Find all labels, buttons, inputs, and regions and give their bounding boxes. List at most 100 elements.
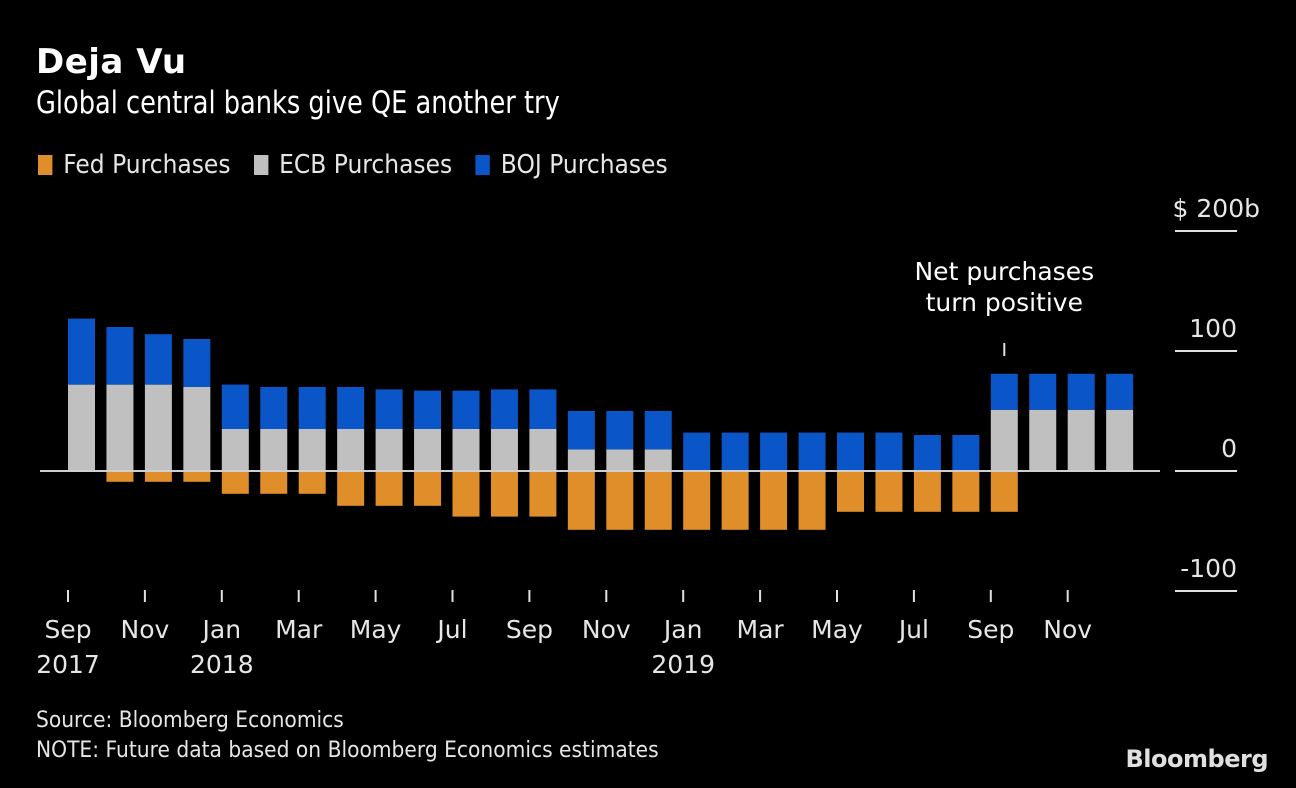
bar-boj xyxy=(337,387,365,429)
bar-boj xyxy=(221,384,249,429)
bar-ecb xyxy=(221,429,249,471)
bar-fed xyxy=(529,471,557,517)
x-tick-label: Jul xyxy=(897,615,929,644)
bar-ecb xyxy=(1106,409,1134,471)
x-tick-label: Nov xyxy=(1043,615,1092,644)
legend-swatch-ecb xyxy=(253,155,269,175)
bar-fed xyxy=(837,471,864,512)
bar-boj xyxy=(1067,373,1095,410)
bar-ecb xyxy=(644,449,672,471)
bar-fed xyxy=(337,471,365,506)
x-tick-label: Mar xyxy=(737,615,785,644)
legend-swatch-boj xyxy=(475,155,490,175)
x-tick-label: May xyxy=(811,615,863,644)
bar-boj xyxy=(1029,373,1057,410)
bar-ecb xyxy=(606,449,634,471)
bar-fed xyxy=(721,471,749,530)
bar-boj xyxy=(1106,373,1134,410)
legend-item-boj: BOJ Purchases xyxy=(475,150,668,180)
bloomberg-logo: Bloomberg xyxy=(1125,745,1269,773)
x-year-label: 2018 xyxy=(190,650,254,679)
bar-boj xyxy=(529,389,557,429)
x-tick-label: Jan xyxy=(662,615,703,644)
x-tick-label: Nov xyxy=(121,615,170,644)
x-tick-label: Sep xyxy=(44,615,91,644)
bar-ecb xyxy=(298,429,326,471)
bar-fed xyxy=(760,471,788,530)
bar-ecb xyxy=(375,429,403,471)
bar-ecb xyxy=(260,429,288,471)
x-tick-label: May xyxy=(350,615,402,644)
bar-boj xyxy=(375,389,403,429)
bar-boj xyxy=(798,432,826,471)
bar-boj xyxy=(760,432,788,471)
bar-ecb xyxy=(990,409,1018,471)
legend-label-boj: BOJ Purchases xyxy=(500,150,668,180)
legend-label-ecb: ECB Purchases xyxy=(279,150,453,180)
chart-subtitle: Global central banks give QE another try xyxy=(36,85,560,121)
bar-boj xyxy=(952,435,980,471)
bar-fed xyxy=(644,471,672,530)
bar-ecb xyxy=(68,384,95,471)
bar-fed xyxy=(683,471,711,530)
bar-boj xyxy=(68,318,95,385)
bar-ecb xyxy=(144,384,172,471)
annotation-text: Net purchases xyxy=(914,257,1094,286)
bar-boj xyxy=(414,390,442,429)
bar-boj xyxy=(183,339,211,387)
bar-fed xyxy=(798,471,826,530)
bar-boj xyxy=(490,389,518,429)
footer: Source: Bloomberg Economics NOTE: Future… xyxy=(36,706,659,766)
bar-boj xyxy=(875,432,903,471)
bar-boj xyxy=(913,435,941,471)
legend-item-fed: Fed Purchases xyxy=(38,150,231,180)
note-text: NOTE: Future data based on Bloomberg Eco… xyxy=(36,738,659,763)
bar-boj xyxy=(683,432,711,471)
y-tick-label: $ 200b xyxy=(1173,194,1260,223)
bar-fed xyxy=(375,471,403,506)
bar-ecb xyxy=(337,429,365,471)
x-tick-label: Sep xyxy=(967,615,1014,644)
x-tick-label: Mar xyxy=(275,615,323,644)
legend-swatch-fed xyxy=(38,155,53,175)
bar-fed xyxy=(490,471,518,517)
bar-fed xyxy=(183,471,211,482)
bar-fed xyxy=(952,471,980,512)
bar-ecb xyxy=(1029,409,1057,471)
bar-boj xyxy=(298,387,326,429)
bar-fed xyxy=(298,471,326,494)
bar-boj xyxy=(644,411,672,450)
y-tick-label: -100 xyxy=(1180,554,1237,583)
bar-ecb xyxy=(452,429,480,471)
x-tick-label: Sep xyxy=(506,615,553,644)
bar-boj xyxy=(144,334,172,385)
bar-boj xyxy=(106,327,134,385)
bar-fed xyxy=(606,471,634,530)
chart-title: Deja Vu xyxy=(36,42,187,82)
bar-fed xyxy=(452,471,480,517)
bar-fed xyxy=(875,471,903,512)
bar-boj xyxy=(606,411,634,450)
bar-ecb xyxy=(183,387,211,471)
bar-ecb xyxy=(490,429,518,471)
bars-group xyxy=(40,318,1160,530)
legend-label-fed: Fed Purchases xyxy=(63,150,231,180)
bar-ecb xyxy=(106,384,134,471)
y-tick-label: 100 xyxy=(1189,314,1237,343)
source-text: Source: Bloomberg Economics xyxy=(36,708,344,733)
bar-boj xyxy=(567,411,595,450)
bar-fed xyxy=(221,471,249,494)
bar-boj xyxy=(837,432,864,471)
x-tick-label: Jan xyxy=(201,615,242,644)
y-tick-label: 0 xyxy=(1221,434,1237,463)
bar-boj xyxy=(452,390,480,429)
bar-ecb xyxy=(529,429,557,471)
x-axis: Sep 2017 Nov Jan 2018 Mar May Jul Sep Nov Jan 2019 M… xyxy=(36,590,1092,679)
bar-fed xyxy=(567,471,595,530)
legend: Fed Purchases ECB Purchases BOJ Purchase… xyxy=(38,150,691,180)
y-axis: $ 200b 100 0 -100 xyxy=(1173,194,1260,592)
x-year-label: 2019 xyxy=(651,650,715,679)
bar-ecb xyxy=(567,449,595,471)
bar-boj xyxy=(260,387,288,429)
